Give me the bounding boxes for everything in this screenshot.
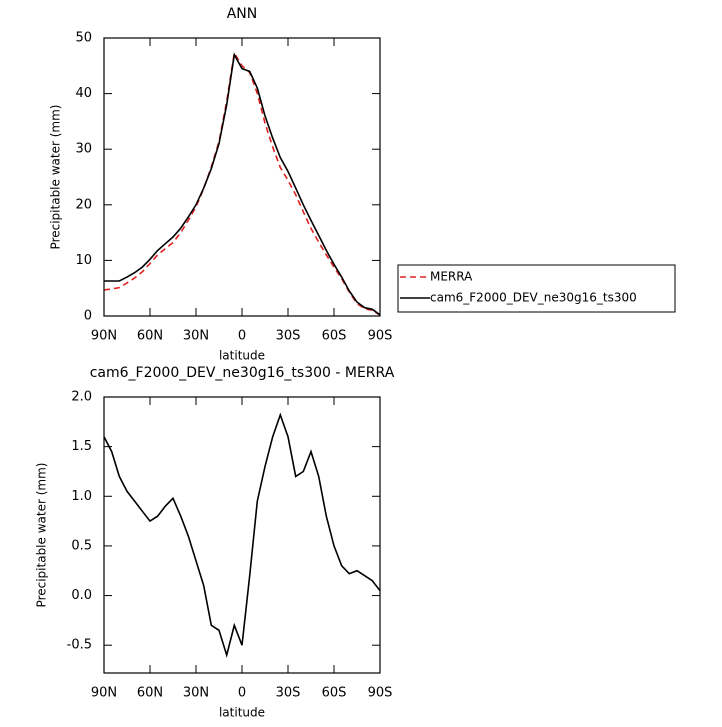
x-tick-label: 30N	[183, 329, 209, 344]
chart-title: cam6_F2000_DEV_ne30g16_ts300 - MERRA	[90, 365, 395, 381]
legend-box	[397, 264, 676, 313]
x-tick-label: 30N	[183, 686, 209, 701]
x-tick-label: 60N	[137, 686, 163, 701]
x-tick-label: 60N	[137, 329, 163, 344]
plot-frame	[103, 396, 381, 674]
legend: MERRA cam6_F2000_DEV_ne30g16_ts300	[397, 264, 676, 313]
y-tick-label: 1.0	[71, 489, 92, 504]
x-tick-label: 30S	[276, 686, 301, 701]
chart-title: ANN	[227, 6, 258, 22]
y-axis-label: Precipitable water (mm)	[35, 463, 49, 608]
y-tick-label: -0.5	[67, 638, 92, 653]
y-tick-label: 0.5	[71, 538, 92, 553]
plot-frame	[103, 37, 381, 317]
legend-label: MERRA	[430, 270, 473, 284]
y-tick-label: 40	[75, 86, 92, 101]
y-tick-label: 50	[75, 31, 92, 46]
x-tick-label: 0	[238, 686, 246, 701]
x-tick-label: 30S	[276, 329, 301, 344]
legend-label: cam6_F2000_DEV_ne30g16_ts300	[430, 291, 637, 305]
x-tick-label: 90S	[368, 686, 393, 701]
x-tick-label: 90S	[368, 329, 393, 344]
x-tick-label: 60S	[322, 686, 347, 701]
x-tick-label: 90N	[91, 329, 117, 344]
x-axis-label: latitude	[219, 706, 265, 720]
x-axis-label: latitude	[219, 349, 265, 363]
y-axis-label: Precipitable water (mm)	[49, 105, 63, 250]
x-tick-label: 0	[238, 329, 246, 344]
y-tick-label: 0	[84, 309, 92, 324]
y-tick-label: 10	[75, 253, 92, 268]
x-tick-label: 60S	[322, 329, 347, 344]
data-line	[104, 52, 381, 316]
y-tick-label: 2.0	[71, 390, 92, 405]
y-tick-label: 1.5	[71, 439, 92, 454]
y-tick-label: 0.0	[71, 588, 92, 603]
x-tick-label: 90N	[91, 686, 117, 701]
y-tick-label: 20	[75, 197, 92, 212]
y-tick-label: 30	[75, 142, 92, 157]
data-line	[103, 50, 381, 316]
data-line	[103, 412, 381, 659]
